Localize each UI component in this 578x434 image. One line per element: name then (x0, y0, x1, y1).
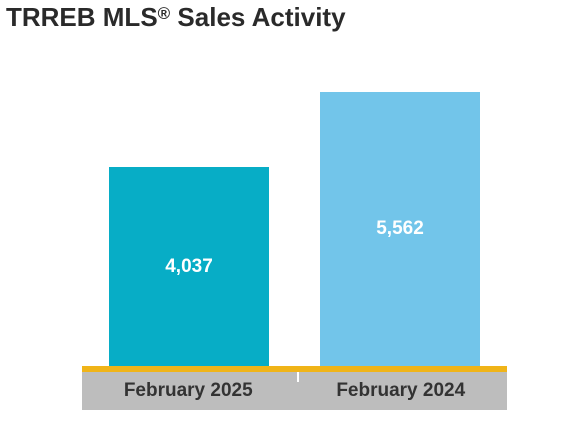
bar-2: 5,562 (320, 92, 480, 366)
chart-title: TRREB MLS® Sales Activity (6, 2, 346, 33)
bar-1: 4,037 (109, 167, 269, 366)
category-divider (296, 372, 299, 382)
x-axis-baseline (82, 366, 507, 372)
bar-value-label: 4,037 (165, 255, 213, 277)
category-label: February 2024 (336, 380, 466, 401)
registered-mark: ® (157, 4, 171, 23)
chart-title-rest: Sales Activity (170, 2, 346, 32)
bar-value-label: 5,562 (376, 218, 424, 239)
category-label: February 2025 (123, 380, 253, 401)
category-label-band (82, 372, 507, 410)
chart-title-main: TRREB MLS (6, 2, 158, 32)
